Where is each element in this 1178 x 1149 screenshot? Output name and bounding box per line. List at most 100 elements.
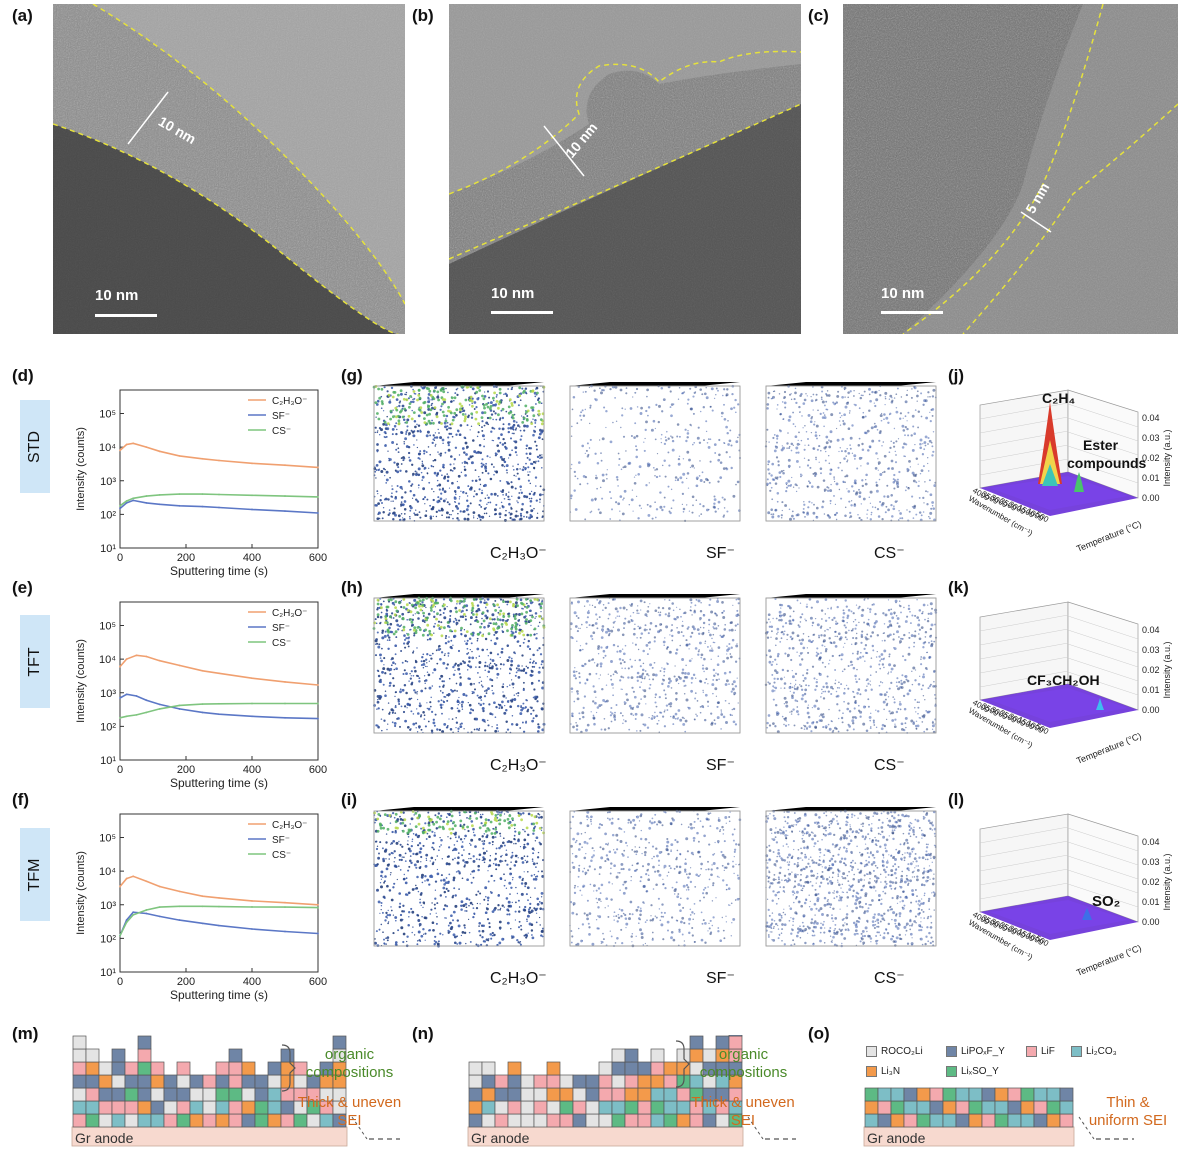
cube-point (700, 601, 702, 604)
cube-point (922, 496, 925, 500)
cube-point (933, 680, 935, 683)
cube-point (458, 888, 460, 890)
cube-point (508, 656, 511, 659)
cube-point (382, 683, 385, 686)
cube-point (833, 616, 836, 620)
cube-point (378, 696, 382, 700)
cube-point (929, 602, 933, 606)
cube-point (376, 700, 380, 704)
cube-point (407, 445, 411, 449)
cube-point (539, 498, 541, 501)
cube-point (441, 730, 445, 734)
cube-point (689, 407, 693, 411)
cube-point (417, 473, 421, 477)
cube-point (876, 634, 880, 637)
cube-point (410, 624, 413, 627)
cube-point-top (524, 597, 528, 601)
cube-point (906, 420, 908, 422)
cube-point (723, 388, 726, 391)
cube-point (678, 387, 681, 389)
cube-point-top (447, 409, 450, 413)
cube-point (610, 497, 613, 500)
cube-point (842, 616, 845, 619)
legend-label: SF⁻ (272, 623, 290, 634)
cube-point (865, 431, 868, 435)
cube-point (479, 483, 482, 486)
cube-point (412, 722, 416, 726)
cube-point (515, 467, 519, 471)
cube-point (620, 426, 622, 429)
cube-point (775, 617, 778, 620)
cube-point (433, 942, 436, 946)
cube-point (818, 445, 821, 448)
cube-point (442, 907, 446, 911)
cube-point (878, 439, 881, 442)
cube-point (388, 512, 391, 515)
cube-point (732, 604, 734, 606)
cube-point (469, 842, 471, 845)
cube-point (620, 688, 622, 690)
cube-point (459, 510, 462, 513)
data-point (119, 934, 121, 937)
cube-point (713, 641, 716, 644)
cube-point (392, 677, 395, 680)
cube-point (737, 702, 739, 704)
cube-point (654, 673, 658, 677)
cube-point (868, 387, 871, 391)
cube-point (447, 640, 450, 643)
cube-point (456, 517, 459, 520)
cube-point (472, 709, 474, 712)
cube-point (664, 613, 667, 616)
cube-point (890, 681, 893, 685)
cube-point (844, 636, 847, 639)
cube-point (443, 616, 447, 620)
cube-point (519, 598, 523, 602)
cube-point (400, 605, 403, 609)
cube-point-top (381, 402, 384, 406)
cube-point (924, 399, 928, 403)
cube-point (853, 454, 857, 458)
cube-point (501, 427, 505, 431)
cube-point (873, 724, 876, 726)
cube-point (456, 707, 459, 710)
cube-point (812, 386, 814, 388)
cube-point (891, 515, 894, 518)
cube-point (898, 604, 901, 606)
cube-point (430, 404, 433, 407)
cube-point (838, 654, 841, 657)
cube-point (654, 475, 656, 477)
cube-point (838, 681, 840, 684)
cube-point (849, 511, 852, 515)
cube-point (375, 477, 377, 479)
cube-point (906, 469, 910, 473)
cube-point (902, 694, 906, 698)
cube-point (895, 601, 897, 604)
cube-point (604, 700, 606, 703)
cube-point (464, 462, 466, 465)
cube-point (411, 409, 413, 412)
cube-point (467, 702, 469, 704)
cube-point (428, 637, 432, 641)
cube-point (493, 642, 497, 646)
cube-point (612, 621, 615, 624)
cube-point (860, 394, 863, 397)
cube-point (735, 440, 739, 444)
cube-point (681, 492, 685, 496)
cube-point (922, 443, 924, 445)
cube-point (510, 723, 514, 726)
y-tick-label: 10⁵ (99, 833, 116, 845)
cube-point (575, 615, 578, 617)
cube-point (823, 446, 827, 450)
cube-point (827, 454, 830, 457)
cube-point-top (504, 621, 508, 625)
y-tick-label: 10⁴ (99, 866, 116, 878)
cube-point (835, 511, 839, 515)
cube-point (392, 517, 395, 521)
cube-point (650, 428, 654, 432)
cube-point (616, 650, 619, 653)
cube-point (527, 473, 530, 477)
cube-point (498, 606, 500, 609)
cube-point (709, 645, 712, 647)
cube-1-0 (372, 594, 546, 734)
cube-point (430, 710, 434, 714)
